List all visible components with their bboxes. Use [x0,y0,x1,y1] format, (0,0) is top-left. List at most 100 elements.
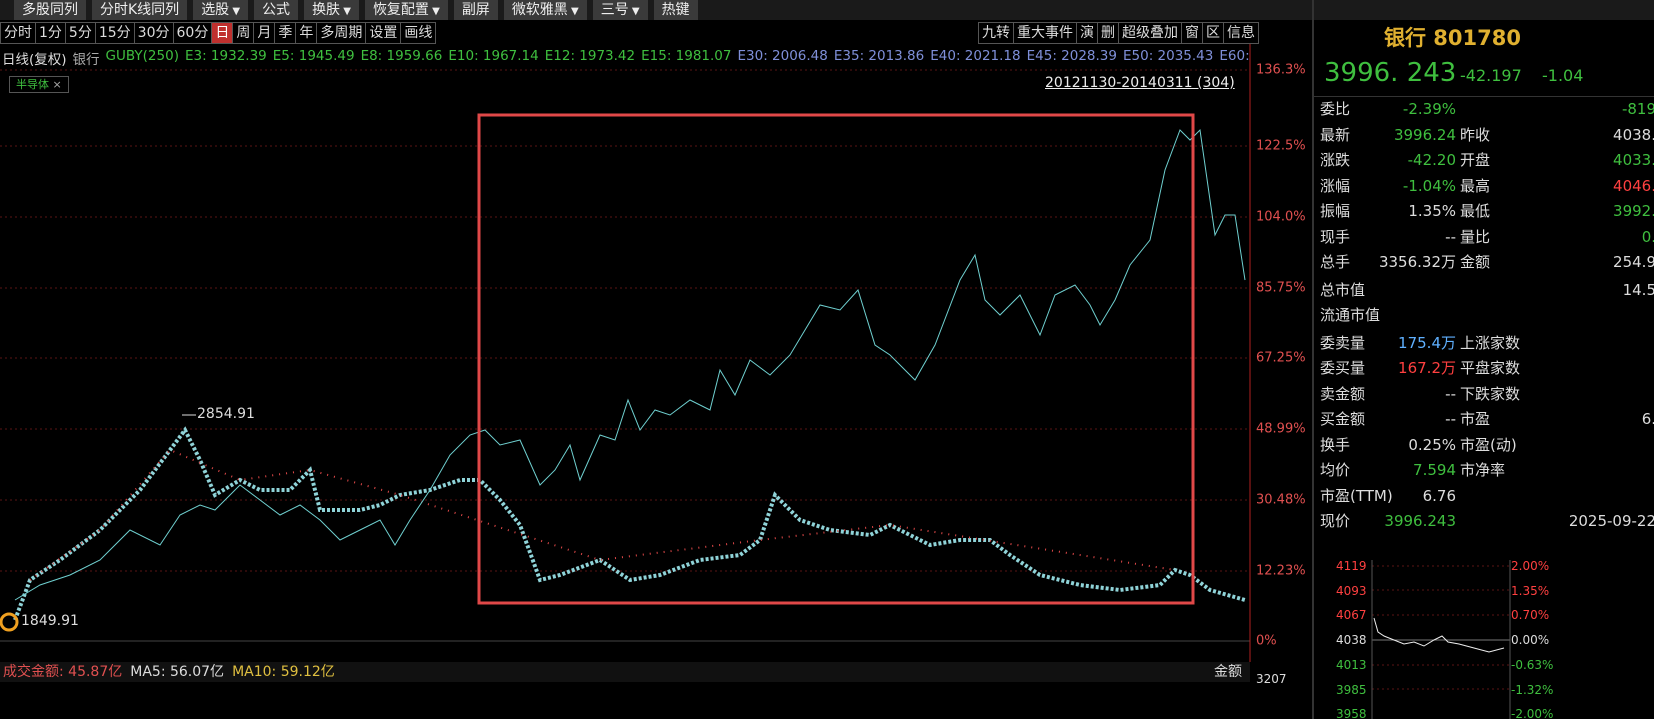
overlay-tag[interactable]: 半导体 [9,76,69,93]
row-label: 总市值 [1320,280,1366,299]
tool-button[interactable]: 超级叠加 [1118,22,1182,44]
row-label: 昨收 [1460,125,1491,144]
row-value: 7.594 [1413,461,1456,479]
period-tab[interactable]: 周 [232,22,255,44]
quote-row: 涨幅 -1.04% 最高 4046. [1314,174,1654,199]
tool-button[interactable]: 演 [1076,22,1098,44]
toolbar-button[interactable]: 分时K线同列 [92,0,188,20]
mode: 日线(复权) [2,52,67,68]
quote-row: 均价 7.594 市净率 [1314,458,1654,483]
indicator: E8: 1959.66 [360,48,443,64]
period-tab[interactable]: 60分 [172,22,213,44]
toolbar-button[interactable]: 热键 [653,0,698,20]
row-label: 卖金额 [1320,384,1366,403]
ma10: MA10: 59.12亿 [232,664,335,680]
indicator: E3: 1932.39 [184,48,267,64]
period-tab[interactable]: 日 [211,22,234,44]
axis-label: 122.5% [1256,138,1306,154]
row-label: 上涨家数 [1460,333,1521,352]
row-label: 均价 [1320,461,1351,479]
quote-row: 市盈(TTM) 6.76 [1314,484,1654,509]
quote-row: 现价 3996.243 2025-09-22 [1314,509,1654,534]
mini-pct: 2.00% [1511,559,1550,573]
indicator: E10: 1967.14 [448,48,539,64]
tool-button[interactable]: 删 [1097,22,1119,44]
mini-pct: 0.70% [1511,608,1550,623]
indicator: E30: 2006.48 [737,48,828,64]
quote-row: 卖金额 -- 下跌家数 [1314,382,1654,407]
tool-button[interactable]: 区 [1202,22,1224,44]
toolbar-button[interactable]: 公式 [254,0,299,20]
tool-button[interactable]: 窗 [1181,22,1203,44]
period-tab[interactable]: 5分 [64,22,96,44]
date-range: 20121130-20140311 (304) [1045,75,1235,91]
mini-pct: -1.32% [1511,682,1554,697]
axis-label: 12.23% [1256,563,1306,579]
quote-row: 委比 -2.39% -819 [1314,97,1654,122]
tool-button[interactable]: 信息 [1223,22,1259,44]
mini-pct: -0.63% [1511,657,1554,672]
period-tab[interactable]: 画线 [400,22,437,44]
indicator: E40: 2021.18 [930,48,1021,64]
toolbar-button[interactable]: 恢复配置 [364,0,448,20]
row-value: -- [1445,384,1456,403]
toolbar-button[interactable]: 副屏 [453,0,498,20]
period-tab[interactable]: 分时 [0,22,36,44]
row-value: 6. [1641,410,1654,428]
row-value: 1.35% [1408,202,1456,220]
toolbar: 多股同列分时K线同列选股公式换肤恢复配置副屏微软雅黑三号热键 [0,0,1654,20]
axis-label: 85.75% [1256,280,1306,296]
name: 银行 [72,52,100,68]
mini-pct: 0.00% [1511,633,1550,648]
axis-label: 30.48% [1256,492,1306,508]
period-tabs: 分时 1分 5分 15分 30分 60分日周月季年多周期 设置 画线 [0,22,437,44]
period-tab[interactable]: 设置 [365,22,402,44]
toolbar-button[interactable]: 多股同列 [14,0,86,20]
toolbar-button[interactable]: 选股 [193,0,249,20]
quote-row: 买金额 --市盈 6. [1314,407,1654,432]
row-label: 换手 [1320,435,1351,454]
period-tab[interactable]: 月 [253,22,276,44]
tool-button[interactable]: 九转 [978,22,1014,44]
period-tab[interactable]: 多周期 [316,22,367,44]
row-label: 市盈 [1460,410,1491,428]
tool-button[interactable]: 重大事件 [1013,22,1077,44]
kline-chart [0,44,1251,662]
row-label: 委买量 [1320,359,1366,377]
row-value: 4038. [1613,125,1654,144]
row-label: 委比 [1320,100,1351,118]
row-label: 市盈(TTM) [1320,486,1393,505]
row-value: -1.04% [1402,176,1456,195]
mini-pct: -2.00% [1511,707,1554,719]
volume-title: 成交金额: 45.87亿 [3,664,123,680]
mini-price: 4067 [1336,608,1367,623]
row-label: 振幅 [1320,202,1351,220]
row-label: 买金额 [1320,410,1366,428]
period-tab[interactable]: 年 [295,22,318,44]
quote-price: 3996. 243 [1324,58,1457,88]
period-tab[interactable]: 1分 [35,22,66,44]
row-label: 市盈(动) [1460,435,1517,454]
toolbar-button[interactable]: 微软雅黑 [503,0,587,20]
mini-price: 4013 [1336,657,1367,672]
volume-axis: 3207 [1256,672,1287,686]
period-tab[interactable]: 季 [274,22,297,44]
mini-chart [1371,560,1511,719]
quote-row: 委卖量 175.4万 上涨家数 [1314,331,1654,356]
volume-selector[interactable]: 金额 [1214,664,1242,680]
quote-row: 振幅 1.35% 最低 3992. [1314,199,1654,224]
indicator: GUBY(250) [105,48,179,64]
mini-price: 4038 [1336,633,1367,648]
row-label: 量比 [1460,227,1491,246]
mini-pct: 1.35% [1511,583,1550,598]
row-value: 0.25% [1408,435,1456,454]
toolbar-button[interactable]: 换肤 [304,0,359,20]
period-tab[interactable]: 30分 [133,22,174,44]
row-value: -- [1445,410,1456,428]
row-value: 175.4万 [1398,333,1456,352]
toolbar-button[interactable]: 三号 [592,0,648,20]
row-label: 最高 [1460,176,1491,195]
chart-tools: 九转 重大事件演删超级叠加窗区信息 [978,22,1259,44]
period-tab[interactable]: 15分 [94,22,135,44]
